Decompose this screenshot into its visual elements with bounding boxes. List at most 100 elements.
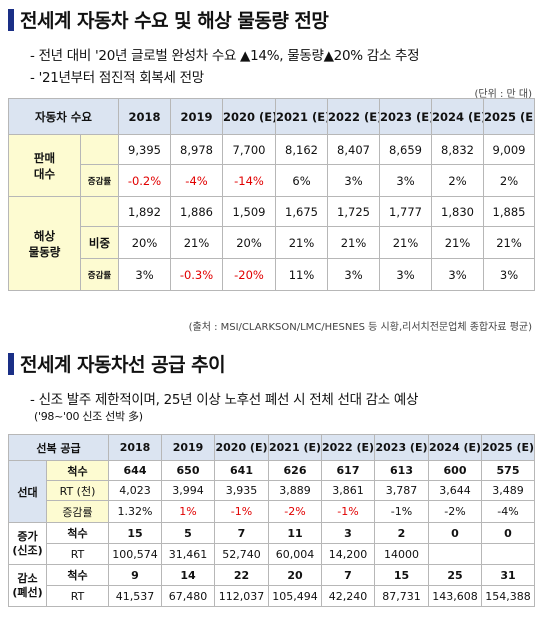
table-cell: -20%: [222, 258, 276, 291]
year-header: 2025 (E): [481, 434, 535, 461]
scrap-label: 감소 (폐선): [8, 564, 47, 607]
section2-subnote: ('98~'00 신조 선박 多): [34, 410, 143, 423]
supply-header-row: 선복 공급 2018 2019 2020 (E) 2021 (E) 2022 (…: [8, 434, 535, 461]
table-cell: 3%: [379, 258, 432, 291]
table-cell: -0.3%: [170, 258, 223, 291]
scrap-count-row: 감소 (폐선) 척수 9 14 22 20 7 15 25 31: [8, 564, 535, 607]
fleet-change-label: 증감률: [46, 500, 109, 523]
year-header: 2021 (E): [275, 98, 328, 135]
table-cell: 3,861: [321, 480, 375, 501]
table-cell: 21%: [275, 226, 328, 259]
table-cell: 1,725: [327, 196, 380, 227]
heading-bar: [8, 352, 14, 375]
newbuild-count-label: 척수: [46, 522, 109, 544]
newbuild-rt-row: RT 100,574 31,461 52,740 60,004 14,200 1…: [9, 543, 535, 565]
sales-change-label: 증감률: [80, 164, 119, 197]
table-cell: 11%: [275, 258, 328, 291]
table-cell: 42,240: [321, 585, 375, 607]
table-cell: 3,935: [214, 480, 269, 501]
table-cell: 15: [108, 522, 162, 544]
table-cell: 3,994: [161, 480, 215, 501]
demand-header-label: 자동차 수요: [8, 98, 119, 135]
table-cell: 1,830: [431, 196, 484, 227]
demand-header-row: 자동차 수요 2018 2019 2020 (E) 2021 (E) 2022 …: [8, 98, 535, 135]
table-cell: 52,740: [214, 543, 269, 565]
table-cell: 641: [214, 460, 269, 481]
section1-bullet-2: - '21년부터 점진적 회복세 전망: [30, 70, 204, 86]
table-cell: 3,889: [268, 480, 322, 501]
year-header: 2021 (E): [268, 434, 322, 461]
fleet-label: 선대: [8, 460, 47, 523]
year-header: 2022 (E): [327, 98, 380, 135]
shipping-row: 해상 물동량 1,892 1,886 1,509 1,675 1,725 1,7…: [8, 196, 535, 291]
year-header: 2018: [118, 98, 171, 135]
fleet-rt-label: RT (천): [46, 480, 109, 501]
table-cell: 21%: [431, 226, 484, 259]
shipping-label: 해상 물동량: [8, 196, 81, 291]
table-cell: 1.32%: [108, 500, 162, 523]
sales-row: 판매 대수 9,395 8,978 7,700 8,162 8,407 8,65…: [8, 134, 535, 197]
sales-blank: [80, 134, 119, 165]
table-cell: 7: [321, 564, 375, 586]
year-header: 2019: [161, 434, 215, 461]
section1-bullet-1: - 전년 대비 '20년 글로벌 완성차 수요 ▲14%, 물동량▲20% 감소…: [30, 48, 420, 64]
newbuild-label: 증가 (신조): [8, 522, 47, 565]
table-cell: 8,407: [327, 134, 380, 165]
table-cell: -1%: [214, 500, 269, 523]
table-cell: 2%: [483, 164, 535, 197]
table-cell: -1%: [321, 500, 375, 523]
unit-note: (단위 : 만 대): [474, 89, 532, 100]
year-header: 2024 (E): [428, 434, 482, 461]
scrap-rt-label: RT: [46, 585, 109, 607]
table-cell: -14%: [222, 164, 276, 197]
table-cell: 3%: [431, 258, 484, 291]
table-cell: 20: [268, 564, 322, 586]
table-cell: 600: [428, 460, 482, 481]
table-cell: 143,608: [428, 585, 482, 607]
table-cell: 100,574: [108, 543, 162, 565]
table-cell: 1,892: [118, 196, 171, 227]
section2-title: 전세계 자동차선 공급 추이: [20, 354, 226, 376]
table-cell: 41,537: [108, 585, 162, 607]
table-cell: 21%: [170, 226, 223, 259]
table-cell: 1,886: [170, 196, 223, 227]
table-cell: 3: [321, 522, 375, 544]
table-cell: 0: [428, 522, 482, 544]
table-cell: 613: [374, 460, 429, 481]
newbuild-rt-label: RT: [46, 543, 109, 565]
table-cell: 154,388: [481, 585, 535, 607]
table-cell: 6%: [275, 164, 328, 197]
table-cell: 21%: [483, 226, 535, 259]
table-cell: 7,700: [222, 134, 276, 165]
shipping-change-row: 증감률 3% -0.3% -20% 11% 3% 3% 3% 3%: [9, 258, 535, 291]
table-cell: 21%: [379, 226, 432, 259]
fleet-count-label: 척수: [46, 460, 109, 481]
table-cell: 3,489: [481, 480, 535, 501]
table-cell: 617: [321, 460, 375, 481]
table-cell: 11: [268, 522, 322, 544]
table-cell: 3,644: [428, 480, 482, 501]
sales-label: 판매 대수: [8, 134, 81, 197]
shipping-blank: [80, 196, 119, 227]
table-cell: 21%: [327, 226, 380, 259]
table-cell: 5: [161, 522, 215, 544]
year-header: 2023 (E): [374, 434, 429, 461]
section1-title: 전세계 자동차 수요 및 해상 물동량 전망: [20, 10, 329, 32]
supply-table: 선복 공급 2018 2019 2020 (E) 2021 (E) 2022 (…: [8, 434, 535, 607]
section2-bullet: - 신조 발주 제한적이며, 25년 이상 노후선 폐선 시 전체 선대 감소 …: [30, 392, 419, 408]
table-cell: 31,461: [161, 543, 215, 565]
table-cell: 575: [481, 460, 535, 481]
fleet-change-row: 증감률 1.32% 1% -1% -2% -1% -1% -2% -4%: [9, 500, 535, 523]
table-cell: 60,004: [268, 543, 322, 565]
table-cell: 20%: [118, 226, 171, 259]
table-cell: 0: [481, 522, 535, 544]
table-cell: 1,777: [379, 196, 432, 227]
heading-bar: [8, 8, 14, 31]
table-cell: 9,009: [483, 134, 535, 165]
year-header: 2025 (E): [483, 98, 535, 135]
table-cell: 1,885: [483, 196, 535, 227]
table-cell: 22: [214, 564, 269, 586]
scrap-count-label: 척수: [46, 564, 109, 586]
section1-heading: 전세계 자동차 수요 및 해상 물동량 전망: [8, 6, 329, 33]
year-header: 2019: [170, 98, 223, 135]
